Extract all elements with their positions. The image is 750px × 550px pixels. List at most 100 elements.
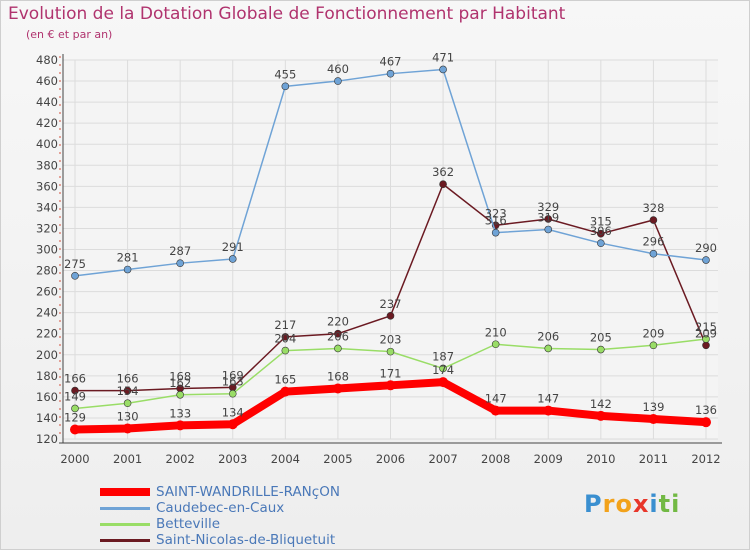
- x-tick-label: 2003: [218, 452, 247, 466]
- logo-letter: o: [615, 490, 633, 518]
- data-label: 162: [169, 376, 191, 390]
- data-point: [648, 413, 659, 424]
- x-tick-label: 2008: [481, 452, 510, 466]
- data-label: 187: [432, 349, 454, 363]
- data-point: [597, 229, 605, 238]
- data-point: [71, 272, 79, 280]
- y-tick-label: 340: [36, 200, 58, 214]
- logo-letter: i: [671, 490, 681, 518]
- data-point: [123, 399, 132, 408]
- y-tick-label: 280: [36, 264, 58, 278]
- data-label: 169: [222, 368, 244, 382]
- data-label: 323: [485, 206, 507, 220]
- data-point: [386, 347, 395, 356]
- data-point: [334, 329, 342, 338]
- data-point: [280, 386, 291, 397]
- data-point: [123, 386, 132, 395]
- data-label: 166: [64, 372, 86, 386]
- data-label: 129: [64, 411, 86, 425]
- data-point: [597, 239, 605, 247]
- data-label: 134: [222, 405, 244, 419]
- data-point: [122, 423, 133, 434]
- y-tick-label: 440: [36, 95, 58, 109]
- data-label: 136: [695, 403, 717, 417]
- data-label: 287: [169, 244, 191, 258]
- x-tick-label: 2011: [639, 452, 668, 466]
- x-tick-label: 2005: [323, 452, 352, 466]
- data-label: 467: [380, 55, 402, 69]
- data-label: 316: [485, 214, 507, 228]
- y-tick-label: 240: [36, 306, 58, 320]
- data-point: [228, 389, 237, 398]
- logo-letter: t: [658, 490, 672, 518]
- data-point: [439, 65, 447, 74]
- data-point: [334, 344, 342, 353]
- data-point: [281, 82, 290, 91]
- legend-swatch-caudebec: [100, 506, 150, 510]
- data-point: [71, 386, 79, 395]
- data-point: [543, 405, 554, 416]
- data-label: 165: [274, 373, 296, 387]
- y-tick-label: 400: [36, 137, 58, 151]
- y-tick-label: 200: [36, 348, 58, 362]
- data-label: 154: [117, 384, 139, 398]
- y-tick-label: 180: [36, 369, 58, 383]
- y-tick-label: 320: [36, 221, 58, 235]
- legend-swatch-betteville: [100, 522, 150, 526]
- data-point: [386, 69, 395, 78]
- data-point: [491, 228, 500, 237]
- data-point: [228, 255, 237, 263]
- x-tick-label: 2012: [691, 452, 720, 466]
- y-tick-label: 420: [36, 116, 58, 130]
- x-tick-label: 2009: [534, 452, 563, 466]
- data-label: 149: [64, 389, 86, 403]
- data-label: 130: [117, 409, 139, 423]
- y-tick-label: 220: [36, 327, 58, 341]
- data-point: [490, 405, 501, 416]
- data-label: 133: [169, 406, 191, 420]
- data-label: 329: [537, 200, 559, 214]
- proxiti-logo: Proxiti: [584, 490, 680, 518]
- data-point: [227, 419, 238, 430]
- data-label: 203: [380, 333, 402, 347]
- y-tick-label: 120: [36, 432, 58, 446]
- data-label: 315: [590, 215, 612, 229]
- data-point: [334, 77, 342, 85]
- x-tick-label: 2010: [586, 452, 615, 466]
- data-point: [649, 216, 658, 224]
- data-point: [70, 424, 80, 435]
- data-label: 471: [432, 50, 454, 64]
- data-label: 362: [432, 165, 454, 179]
- x-tick-label: 2001: [113, 452, 142, 466]
- data-point: [71, 404, 79, 413]
- y-tick-label: 360: [36, 179, 58, 193]
- data-label: 319: [537, 210, 559, 224]
- data-label: 215: [695, 320, 717, 334]
- x-tick-label: 2004: [271, 452, 300, 466]
- y-tick-label: 460: [36, 74, 58, 88]
- data-point: [595, 410, 606, 421]
- data-label: 174: [432, 363, 454, 377]
- data-label: 296: [642, 235, 664, 249]
- data-label: 291: [222, 240, 244, 254]
- legend-label: Betteville: [156, 516, 221, 532]
- data-point: [123, 265, 132, 274]
- data-label: 142: [590, 397, 612, 411]
- legend-item: Saint-Nicolas-de-Bliquetuit: [100, 532, 340, 548]
- y-tick-label: 480: [36, 53, 58, 67]
- data-point: [332, 383, 343, 394]
- data-label: 328: [642, 201, 664, 215]
- data-point: [438, 377, 449, 388]
- x-tick-label: 2007: [428, 452, 457, 466]
- data-label: 206: [327, 329, 349, 343]
- data-point: [544, 215, 553, 223]
- data-label: 455: [274, 67, 296, 81]
- legend: SAINT-WANDRILLE-RANçON Caudebec-en-Caux …: [100, 484, 340, 548]
- y-tick-label: 160: [36, 390, 58, 404]
- data-point: [702, 256, 710, 264]
- legend-swatch-saint-nicolas: [100, 538, 150, 542]
- chart-subtitle: (en € et par an): [26, 28, 113, 41]
- data-point: [386, 312, 395, 320]
- x-tick-label: 2002: [166, 452, 195, 466]
